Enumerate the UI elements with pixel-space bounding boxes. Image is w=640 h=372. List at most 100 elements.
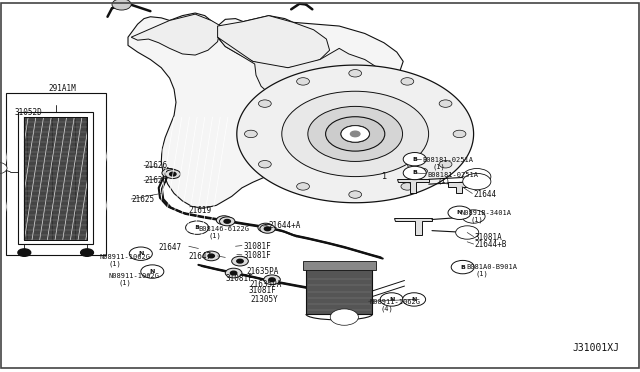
Circle shape — [439, 161, 452, 168]
Circle shape — [439, 100, 452, 107]
Circle shape — [237, 259, 243, 263]
Circle shape — [162, 169, 177, 177]
Circle shape — [401, 183, 413, 190]
Circle shape — [297, 183, 309, 190]
Circle shape — [461, 229, 474, 236]
Text: 21647: 21647 — [189, 252, 212, 261]
Bar — [24, 117, 87, 240]
Text: B08181-0251A: B08181-0251A — [422, 157, 474, 163]
Circle shape — [297, 78, 310, 85]
Circle shape — [216, 216, 232, 225]
Text: B: B — [460, 264, 465, 270]
Circle shape — [141, 265, 164, 278]
Text: 31081F: 31081F — [225, 274, 253, 283]
Circle shape — [264, 275, 280, 285]
Circle shape — [258, 223, 273, 232]
Text: (1): (1) — [470, 216, 483, 223]
Circle shape — [351, 131, 360, 137]
Text: (4): (4) — [380, 305, 393, 312]
Circle shape — [220, 217, 235, 226]
Circle shape — [186, 221, 209, 234]
Circle shape — [462, 210, 485, 223]
Bar — [24, 117, 87, 240]
Circle shape — [224, 219, 230, 223]
Circle shape — [259, 161, 271, 168]
Polygon shape — [131, 14, 221, 55]
Circle shape — [451, 260, 474, 274]
Text: J31001XJ: J31001XJ — [573, 343, 620, 353]
Circle shape — [337, 312, 352, 321]
Text: B: B — [412, 157, 417, 162]
Text: N: N — [457, 210, 462, 215]
Circle shape — [401, 78, 414, 85]
Text: 21626: 21626 — [144, 176, 167, 185]
Text: (1): (1) — [118, 279, 131, 286]
Circle shape — [330, 309, 358, 325]
Text: (1): (1) — [437, 178, 450, 185]
Text: 31052D: 31052D — [14, 108, 42, 117]
Text: 21644+A: 21644+A — [269, 221, 301, 230]
Text: 21619: 21619 — [189, 206, 212, 215]
Polygon shape — [237, 65, 474, 203]
Circle shape — [221, 218, 227, 222]
Circle shape — [282, 91, 429, 177]
Circle shape — [0, 165, 2, 171]
Text: 21644+B: 21644+B — [475, 240, 508, 249]
Circle shape — [349, 191, 362, 198]
Circle shape — [166, 171, 173, 175]
Circle shape — [112, 0, 131, 10]
Text: (1): (1) — [476, 270, 488, 277]
Circle shape — [244, 130, 257, 138]
Text: 31081F: 31081F — [243, 251, 271, 260]
Circle shape — [469, 177, 484, 186]
Text: 21647: 21647 — [159, 243, 182, 252]
Circle shape — [18, 249, 31, 256]
Circle shape — [349, 70, 362, 77]
Circle shape — [467, 213, 480, 220]
Circle shape — [170, 172, 176, 176]
Polygon shape — [397, 179, 429, 193]
Circle shape — [230, 271, 237, 275]
Text: (1): (1) — [432, 163, 445, 170]
Circle shape — [264, 227, 271, 231]
Text: N08911-1062G: N08911-1062G — [99, 254, 150, 260]
Circle shape — [380, 293, 403, 306]
Text: 21644: 21644 — [474, 190, 497, 199]
Circle shape — [262, 226, 269, 230]
Text: N08911-1062G: N08911-1062G — [370, 299, 421, 305]
Circle shape — [308, 106, 403, 161]
Circle shape — [403, 166, 426, 180]
Circle shape — [448, 206, 471, 219]
Polygon shape — [128, 13, 415, 208]
Text: 21635PA: 21635PA — [246, 267, 279, 276]
Circle shape — [81, 249, 93, 256]
Circle shape — [469, 172, 484, 181]
Polygon shape — [218, 37, 387, 112]
Circle shape — [341, 126, 369, 142]
Polygon shape — [394, 218, 432, 235]
Circle shape — [259, 100, 271, 107]
Circle shape — [417, 168, 428, 174]
Text: B081A0-B901A: B081A0-B901A — [466, 264, 517, 270]
Text: 31081A: 31081A — [475, 233, 502, 242]
Text: 21625: 21625 — [131, 195, 154, 203]
Text: B08181-0251A: B08181-0251A — [428, 172, 479, 178]
Text: B08146-6122G: B08146-6122G — [198, 226, 250, 232]
Text: N0891B-3401A: N0891B-3401A — [461, 210, 512, 216]
Circle shape — [463, 173, 491, 190]
Circle shape — [403, 153, 426, 166]
Text: N: N — [412, 297, 417, 302]
Bar — [18, 112, 93, 244]
Text: N08911-1062G: N08911-1062G — [109, 273, 160, 279]
Text: 31081F: 31081F — [243, 242, 271, 251]
Circle shape — [232, 256, 248, 266]
Text: N: N — [150, 269, 155, 274]
Circle shape — [203, 251, 220, 261]
Circle shape — [453, 130, 466, 138]
Circle shape — [341, 126, 369, 142]
Circle shape — [456, 226, 479, 239]
Bar — [6, 93, 106, 255]
Text: (1): (1) — [109, 260, 122, 267]
Text: 21305Y: 21305Y — [251, 295, 278, 304]
Circle shape — [225, 268, 242, 278]
